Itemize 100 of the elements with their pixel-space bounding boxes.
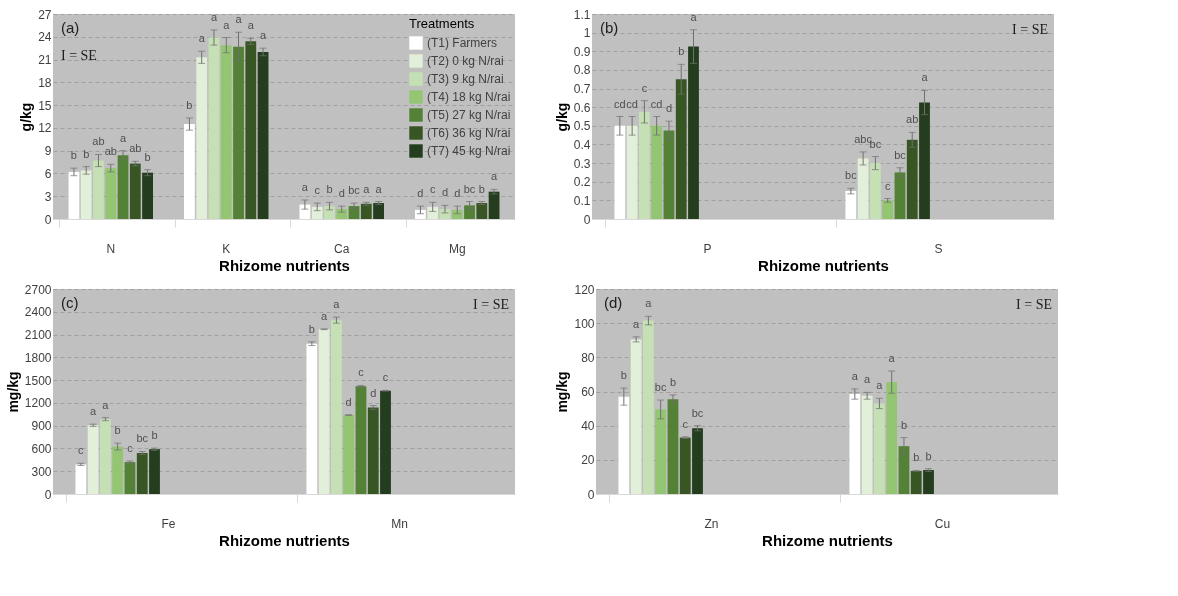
y-tick-label: 0 bbox=[583, 212, 591, 227]
y-tick-label: 300 bbox=[31, 464, 52, 479]
data-label: d bbox=[345, 395, 352, 408]
legend-label: (T6) 36 kg N/rai bbox=[427, 126, 511, 140]
data-label: b bbox=[144, 150, 151, 163]
data-label: b bbox=[114, 424, 121, 437]
x-axis-title: Rhizome nutrients bbox=[219, 531, 350, 549]
x-tick-label: K bbox=[222, 241, 231, 256]
y-tick-label: 0 bbox=[44, 212, 52, 227]
y-tick-label: 2100 bbox=[24, 328, 52, 343]
data-label: d bbox=[454, 187, 461, 200]
data-label: ab bbox=[104, 145, 117, 158]
y-tick-label: 1200 bbox=[24, 396, 52, 411]
y-tick-label: 3 bbox=[44, 189, 52, 204]
data-label: b bbox=[70, 149, 77, 162]
data-label: b bbox=[900, 418, 908, 431]
data-label: a bbox=[301, 181, 309, 194]
y-tick-label: 0 bbox=[587, 487, 595, 502]
y-tick-label: 1500 bbox=[24, 373, 52, 388]
x-tick-label: P bbox=[703, 241, 712, 256]
y-tick-label: 0.3 bbox=[573, 156, 591, 171]
data-label: a bbox=[198, 32, 206, 45]
data-label: c bbox=[314, 184, 321, 197]
annotation: I = SE bbox=[1016, 297, 1052, 312]
y-tick-label: 1.1 bbox=[573, 7, 591, 22]
y-tick-label: 21 bbox=[38, 53, 52, 68]
y-axis-title: g/kg bbox=[18, 102, 35, 132]
data-label: bc bbox=[845, 169, 858, 182]
data-label: b bbox=[678, 45, 685, 58]
data-label: c bbox=[682, 417, 689, 430]
data-label: d bbox=[665, 102, 673, 115]
x-tick-label: Mg bbox=[448, 241, 466, 256]
data-label: a bbox=[363, 183, 371, 196]
x-tick-label: Ca bbox=[334, 241, 350, 256]
data-label: a bbox=[119, 131, 127, 144]
annotation: I = SE bbox=[1012, 22, 1048, 37]
annotation: (d) bbox=[604, 294, 623, 311]
legend-label: (T5) 27 kg N/rai bbox=[427, 108, 511, 122]
y-tick-label: 0.5 bbox=[573, 119, 591, 134]
y-tick-label: 2400 bbox=[24, 305, 52, 320]
y-tick-label: 40 bbox=[581, 419, 595, 434]
y-tick-label: 0.8 bbox=[573, 63, 591, 78]
x-tick-label: N bbox=[106, 241, 116, 256]
data-label: b bbox=[478, 182, 485, 195]
data-label: d bbox=[417, 187, 424, 200]
data-label: a bbox=[235, 13, 243, 26]
y-tick-label: 0.6 bbox=[573, 100, 591, 115]
data-label: ab bbox=[906, 113, 919, 126]
data-label: a bbox=[633, 317, 641, 330]
data-label: c bbox=[127, 441, 134, 454]
y-axis-title: mg/kg bbox=[554, 371, 571, 413]
data-label: ab bbox=[129, 142, 142, 155]
data-label: ab bbox=[92, 135, 105, 148]
y-tick-label: 60 bbox=[581, 385, 595, 399]
data-label: a bbox=[690, 10, 698, 23]
annotation: (a) bbox=[61, 19, 80, 36]
data-label: d bbox=[338, 187, 345, 200]
y-tick-label: 2700 bbox=[24, 282, 52, 297]
y-tick-label: 9 bbox=[44, 144, 52, 159]
data-label: a bbox=[102, 398, 110, 411]
data-label: a bbox=[921, 71, 929, 84]
x-tick-label: Cu bbox=[934, 516, 951, 531]
data-label: bc bbox=[654, 381, 667, 394]
data-label: b bbox=[925, 449, 932, 462]
legend-title: Treatments bbox=[409, 16, 475, 31]
data-label: c bbox=[358, 366, 365, 379]
data-label: b bbox=[669, 375, 677, 388]
x-axis-title: Rhizome nutrients bbox=[219, 256, 350, 274]
y-tick-label: 600 bbox=[31, 441, 52, 456]
data-label: b bbox=[326, 183, 333, 196]
data-label: a bbox=[247, 19, 255, 32]
y-tick-label: 1 bbox=[583, 26, 591, 41]
y-tick-label: 0.2 bbox=[573, 175, 591, 190]
y-tick-label: 0 bbox=[44, 487, 52, 502]
legend-label: (T3) 9 kg N/rai bbox=[427, 72, 504, 86]
data-label: a bbox=[375, 182, 383, 195]
y-axis-title: mg/kg bbox=[4, 371, 21, 413]
y-tick-label: 24 bbox=[38, 30, 52, 45]
data-label: cd bbox=[614, 97, 626, 110]
y-tick-label: 27 bbox=[38, 7, 52, 22]
x-tick-label: Fe bbox=[161, 516, 176, 531]
x-axis-title: Rhizome nutrients bbox=[758, 256, 889, 274]
data-label: b bbox=[913, 451, 920, 464]
data-label: b bbox=[83, 147, 90, 160]
annotation: I = SE bbox=[61, 48, 97, 63]
y-tick-label: 100 bbox=[574, 316, 595, 331]
data-label: b bbox=[186, 99, 193, 112]
y-tick-label: 900 bbox=[31, 419, 52, 434]
data-label: a bbox=[223, 18, 231, 31]
data-label: a bbox=[321, 309, 329, 322]
data-label: c bbox=[382, 371, 389, 384]
annotation: (b) bbox=[600, 19, 619, 36]
data-label: a bbox=[333, 298, 341, 311]
data-label: c bbox=[78, 444, 85, 457]
y-tick-label: 12 bbox=[38, 121, 52, 136]
y-tick-label: 80 bbox=[581, 350, 595, 365]
y-tick-label: 0.1 bbox=[573, 193, 591, 208]
annotation: I = SE bbox=[473, 297, 509, 312]
data-label: c bbox=[641, 81, 648, 94]
y-tick-label: 15 bbox=[38, 98, 52, 113]
